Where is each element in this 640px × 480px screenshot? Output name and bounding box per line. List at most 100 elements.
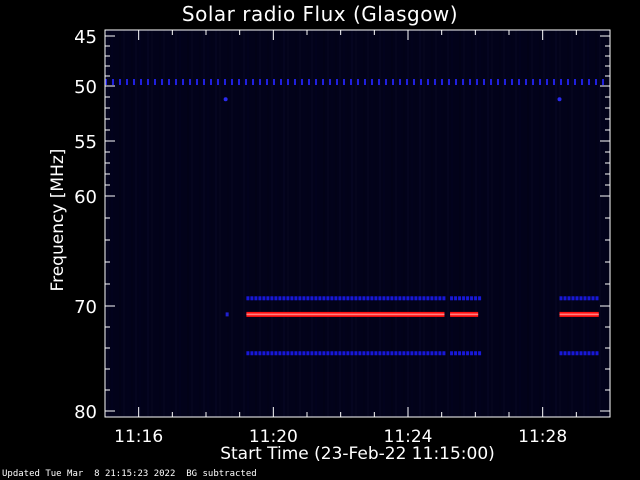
- y-tick-label: 45: [74, 27, 97, 48]
- noise-column: [347, 30, 349, 417]
- band-dash: [466, 296, 470, 301]
- band-dash: [290, 296, 294, 301]
- noise-column: [263, 30, 265, 417]
- band-dash: [310, 351, 314, 356]
- band-dot: [602, 79, 604, 85]
- band-dot: [392, 79, 394, 85]
- band-dash: [466, 351, 470, 356]
- band-dash: [306, 296, 310, 301]
- band-dash: [338, 296, 342, 301]
- noise-column: [151, 30, 153, 417]
- noise-column: [127, 30, 129, 417]
- band-dot: [182, 79, 184, 85]
- band-dash: [458, 296, 462, 301]
- band-dash: [579, 351, 583, 356]
- noise-column: [583, 30, 585, 417]
- noise-column: [547, 30, 549, 417]
- band-dot: [420, 79, 422, 85]
- band-dash: [410, 351, 414, 356]
- noise-column: [195, 30, 197, 417]
- background-noise: [107, 30, 609, 417]
- noise-column: [439, 30, 441, 417]
- band-dot: [336, 79, 338, 85]
- band-dash: [595, 351, 599, 356]
- band-dash: [322, 351, 326, 356]
- noise-column: [391, 30, 393, 417]
- noise-column: [339, 30, 341, 417]
- band-dot: [329, 79, 331, 85]
- noise-column: [471, 30, 473, 417]
- band-dash: [438, 351, 442, 356]
- band-dash: [346, 296, 350, 301]
- data-point: [223, 97, 228, 102]
- band-dash: [398, 351, 402, 356]
- noise-column: [519, 30, 521, 417]
- band-dot: [238, 79, 240, 85]
- noise-column: [443, 30, 445, 417]
- band-dash: [474, 351, 478, 356]
- noise-column: [603, 30, 605, 417]
- band-dash: [462, 351, 466, 356]
- band-dash: [302, 296, 306, 301]
- band-dash: [478, 296, 482, 301]
- band-dash: [378, 351, 382, 356]
- band-dash: [282, 296, 286, 301]
- x-tick-label: 11:28: [518, 427, 567, 447]
- band-dash: [470, 351, 474, 356]
- band-dash: [418, 351, 422, 356]
- noise-column: [503, 30, 505, 417]
- band-dot: [225, 312, 229, 317]
- noise-column: [563, 30, 565, 417]
- band-dash: [250, 296, 254, 301]
- band-dot: [273, 79, 275, 85]
- noise-column: [387, 30, 389, 417]
- band-dash: [430, 351, 434, 356]
- band-dot: [546, 79, 548, 85]
- band-dash: [438, 296, 442, 301]
- x-tick-label: 11:16: [114, 427, 163, 447]
- band-dot: [497, 79, 499, 85]
- noise-column: [487, 30, 489, 417]
- band-dash: [354, 296, 358, 301]
- band-dash: [402, 296, 406, 301]
- band-dash: [246, 296, 250, 301]
- band-dot: [343, 79, 345, 85]
- band-dot: [175, 79, 177, 85]
- noise-column: [291, 30, 293, 417]
- band-dash: [350, 351, 354, 356]
- noise-column: [143, 30, 145, 417]
- band-dot: [126, 79, 128, 85]
- band-dot: [413, 79, 415, 85]
- noise-column: [283, 30, 285, 417]
- band-dash: [587, 296, 591, 301]
- noise-column: [275, 30, 277, 417]
- noise-column: [467, 30, 469, 417]
- y-tick-label: 80: [74, 402, 97, 423]
- noise-column: [463, 30, 465, 417]
- band-dash: [266, 296, 270, 301]
- band-dash: [250, 351, 254, 356]
- band-dash: [374, 296, 378, 301]
- noise-column: [523, 30, 525, 417]
- band-dash: [470, 296, 474, 301]
- band-dot: [364, 79, 366, 85]
- band-dash: [406, 351, 410, 356]
- band-dot: [462, 79, 464, 85]
- noise-column: [259, 30, 261, 417]
- noise-column: [231, 30, 233, 417]
- x-tick-label: 11:24: [384, 427, 433, 447]
- noise-column: [383, 30, 385, 417]
- band-dot: [224, 79, 226, 85]
- noise-column: [323, 30, 325, 417]
- noise-column: [335, 30, 337, 417]
- band-dash: [418, 296, 422, 301]
- band-dot: [427, 79, 429, 85]
- band-dash: [563, 351, 567, 356]
- band-dot: [539, 79, 541, 85]
- band-dash: [338, 351, 342, 356]
- band-dot: [567, 79, 569, 85]
- noise-column: [399, 30, 401, 417]
- band-dash: [342, 351, 346, 356]
- band-dash: [426, 351, 430, 356]
- band-dot: [196, 79, 198, 85]
